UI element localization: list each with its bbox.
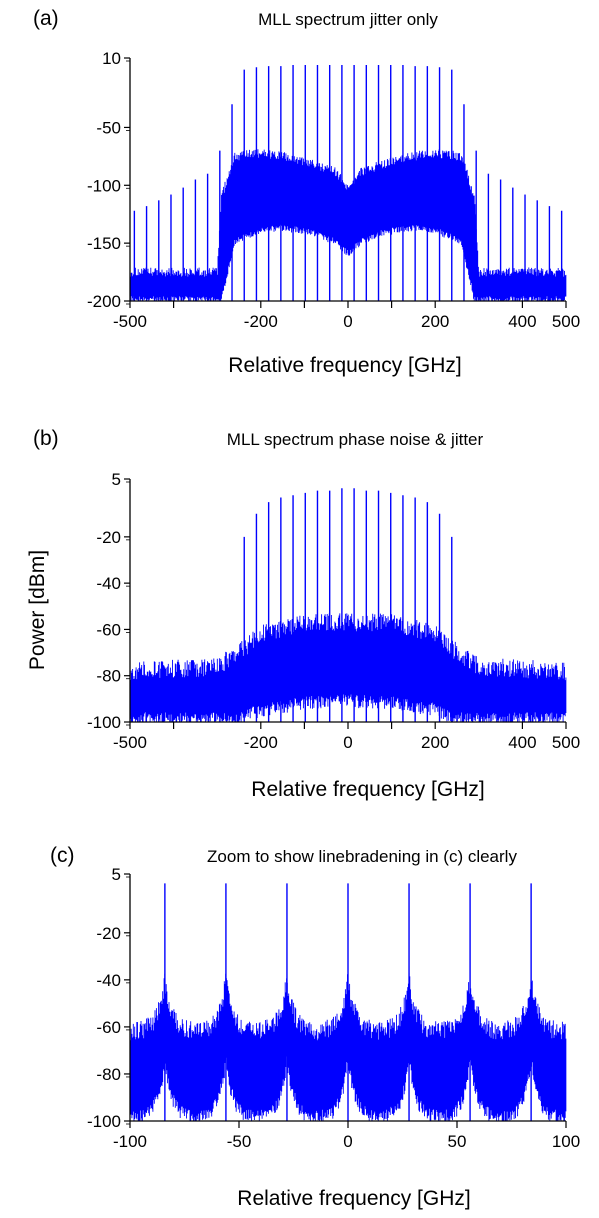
y-tick-label: -80 — [96, 1065, 121, 1084]
y-tick-label: -60 — [96, 620, 121, 639]
y-tick-label: -200 — [87, 292, 121, 311]
y-tick-label: -100 — [87, 176, 121, 195]
y-tick-label: -40 — [96, 971, 121, 990]
y-tick-label: -60 — [96, 1018, 121, 1037]
y-tick-label: -40 — [96, 574, 121, 593]
panel-c-label: (c) — [50, 844, 75, 867]
panel-b-label: (b) — [33, 427, 59, 450]
y-tick-label: -150 — [87, 234, 121, 253]
panel-a-x-axis-title: Relative frequency [GHz] — [228, 354, 461, 377]
x-tick-label: 500 — [552, 733, 580, 752]
panel-b-title: MLL spectrum phase noise & jitter — [227, 430, 484, 449]
x-tick-label: 200 — [421, 312, 449, 331]
panel-b-x-axis-title: Relative frequency [GHz] — [251, 778, 484, 801]
panel-b: (b) MLL spectrum phase noise & jitter 5 -… — [33, 427, 580, 801]
y-tick-label: -20 — [96, 528, 121, 547]
y-tick-label: -100 — [87, 713, 121, 732]
x-tick-label: 0 — [343, 1132, 352, 1151]
panel-a: (a) MLL spectrum jitter only 10 -50 -100 -1… — [33, 7, 580, 377]
x-tick-label: -100 — [113, 1132, 147, 1151]
noise-floor-trace — [130, 613, 567, 722]
x-tick-label: 0 — [343, 733, 352, 752]
panel-a-title: MLL spectrum jitter only — [258, 10, 438, 29]
x-tick-label: 500 — [552, 312, 580, 331]
x-tick-label: -500 — [113, 312, 147, 331]
x-tick-label: -500 — [113, 733, 147, 752]
y-tick-label: 5 — [112, 470, 121, 489]
y-tick-label: 10 — [102, 49, 121, 68]
x-tick-label: 400 — [508, 733, 536, 752]
x-tick-label: -50 — [227, 1132, 252, 1151]
x-tick-label: 50 — [448, 1132, 467, 1151]
x-tick-label: -200 — [244, 733, 278, 752]
x-tick-label: 200 — [421, 733, 449, 752]
panel-c: (c) Zoom to show linebradening in (c) cl… — [50, 844, 580, 1210]
y-tick-label: -20 — [96, 924, 121, 943]
y-tick-label: -100 — [87, 1112, 121, 1131]
y-tick-label: -50 — [96, 118, 121, 137]
x-tick-label: 400 — [508, 312, 536, 331]
panel-a-plot: 10-50-100-150-200-500 -200 0 200 400 500 — [87, 49, 580, 331]
y-tick-label: -80 — [96, 667, 121, 686]
panel-a-label: (a) — [33, 7, 59, 30]
x-tick-label: 0 — [343, 312, 352, 331]
panel-c-title: Zoom to show linebradening in (c) clearl… — [207, 847, 517, 866]
panel-c-plot: 5 -20 -40 -60 -80 -100-100 -50 0 50 100 — [87, 865, 580, 1151]
panel-b-plot: 5 -20 -40 -60 -80 -100-500 -200 0 200 400 500 — [87, 470, 580, 752]
x-tick-label: 100 — [552, 1132, 580, 1151]
x-tick-label: -200 — [244, 312, 278, 331]
y-axis-title: Power [dBm] — [26, 550, 49, 670]
panel-c-x-axis-title: Relative frequency [GHz] — [237, 1187, 470, 1210]
y-tick-label: 5 — [112, 865, 121, 884]
